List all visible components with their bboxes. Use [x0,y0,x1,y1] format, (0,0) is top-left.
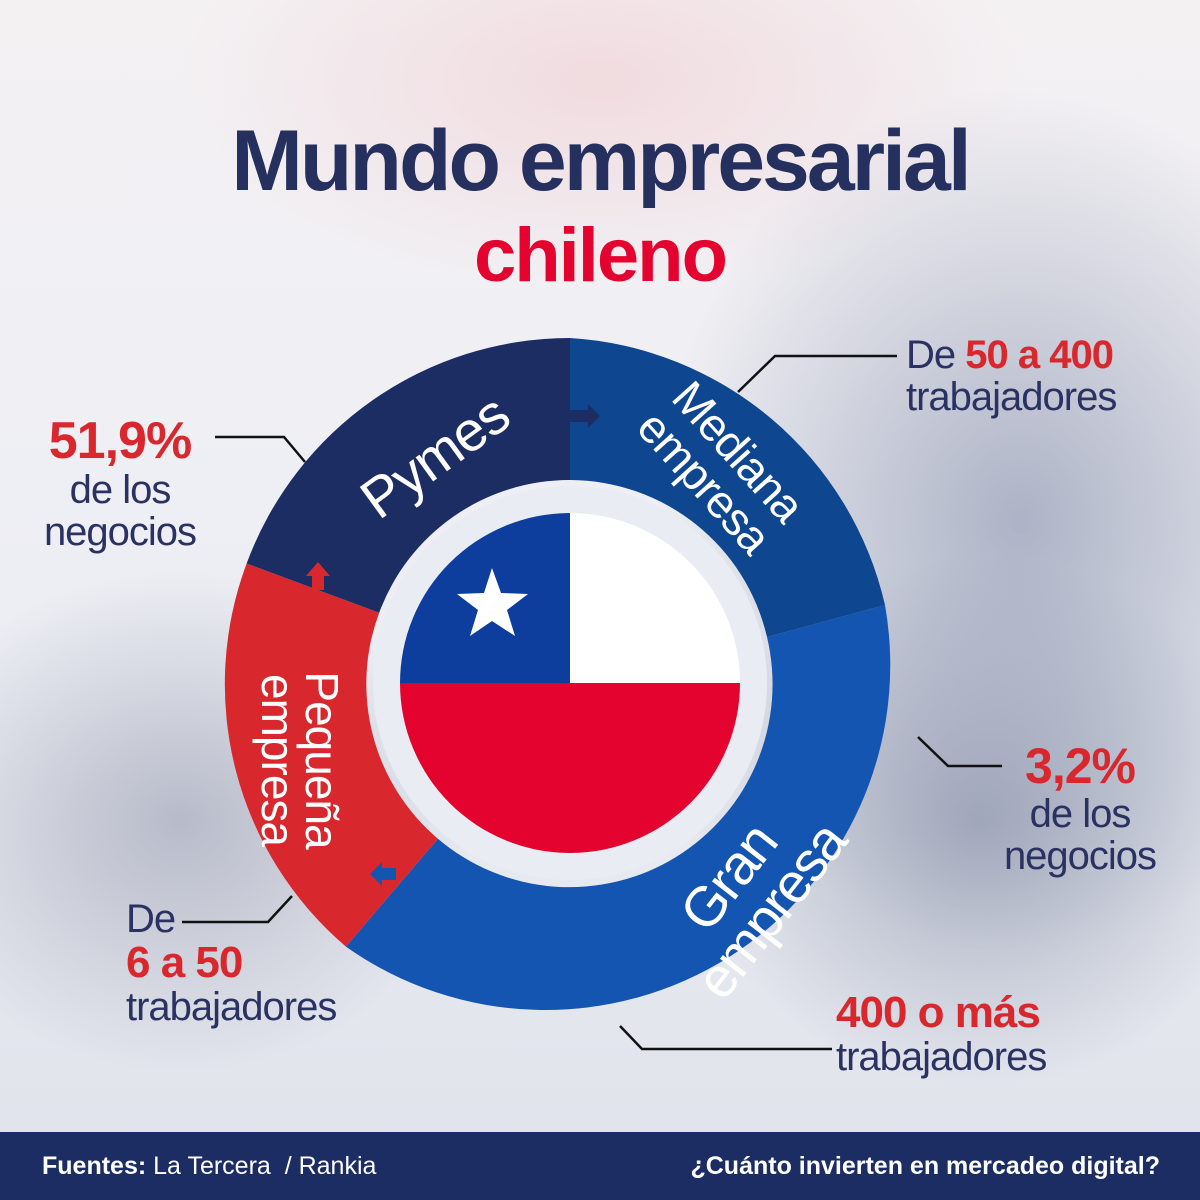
arrow-pymes-mediana [570,404,600,428]
callout-gran-line2: de los [1029,791,1132,836]
arrow-gran-pequena [370,862,396,886]
leader-gran-share [917,736,1002,768]
segment-mediana-empresa [570,338,885,637]
callout-gran-range: 400 o más [836,988,1041,1037]
callout-pequena-range: 6 a 50 [126,938,243,987]
arrow-mediana-gran [820,586,846,614]
callout-pequena-line1: De [126,897,176,941]
page-subtitle: chileno [473,213,728,298]
leader-gran-workers [619,1025,832,1051]
label-pequena-line2: empresa [252,674,304,847]
callout-mediana-range: 50 a 400 [965,333,1114,377]
footer-sources-label: Fuentes: [42,1152,147,1180]
callout-gran-share: 3,2% de los negocios [980,740,1180,877]
page-title: Mundo empresarial [231,113,972,209]
leader-pymes [215,435,306,463]
callout-gran-workers: 400 o más trabajadores [836,988,1047,1080]
callout-pymes-line2: de los [69,467,172,512]
callout-gran-unit: trabajadores [836,1035,1047,1080]
callout-pequena-workers: De 6 a 50 trabajadores [126,897,337,1030]
leader-pequena [182,895,293,924]
footer-sources: Fuentes: La Tercera / Rankia [42,1152,376,1181]
arrow-pequena-pymes [306,562,330,590]
footer-bar: Fuentes: La Tercera / Rankia ¿Cuánto inv… [0,1132,1200,1200]
segment-gran-empresa [345,605,891,1011]
segment-pequena-empresa [224,563,438,947]
leader-mediana [737,354,897,393]
segment-pymes [246,338,570,613]
callout-gran-line3: negocios [1003,833,1157,878]
callout-pymes-line3: negocios [43,509,197,554]
star-icon [457,568,528,636]
footer-question: ¿Cuánto invierten en mercadeo digital? [690,1152,1160,1180]
label-pequena-line1: Pequeña [296,671,348,850]
callout-pequena-unit: trabajadores [126,985,337,1030]
callout-pymes-pct: 51,9% [48,412,192,470]
callout-mediana-unit: trabajadores [906,375,1117,419]
callout-pymes-share: 51,9% de los negocios [30,414,210,553]
callout-gran-pct: 3,2% [1025,738,1136,794]
callout-mediana-workers: De 50 a 400 trabajadores [906,333,1117,419]
callout-mediana-pre: De [906,333,966,377]
footer-sources-text: La Tercera / Rankia [153,1152,377,1180]
